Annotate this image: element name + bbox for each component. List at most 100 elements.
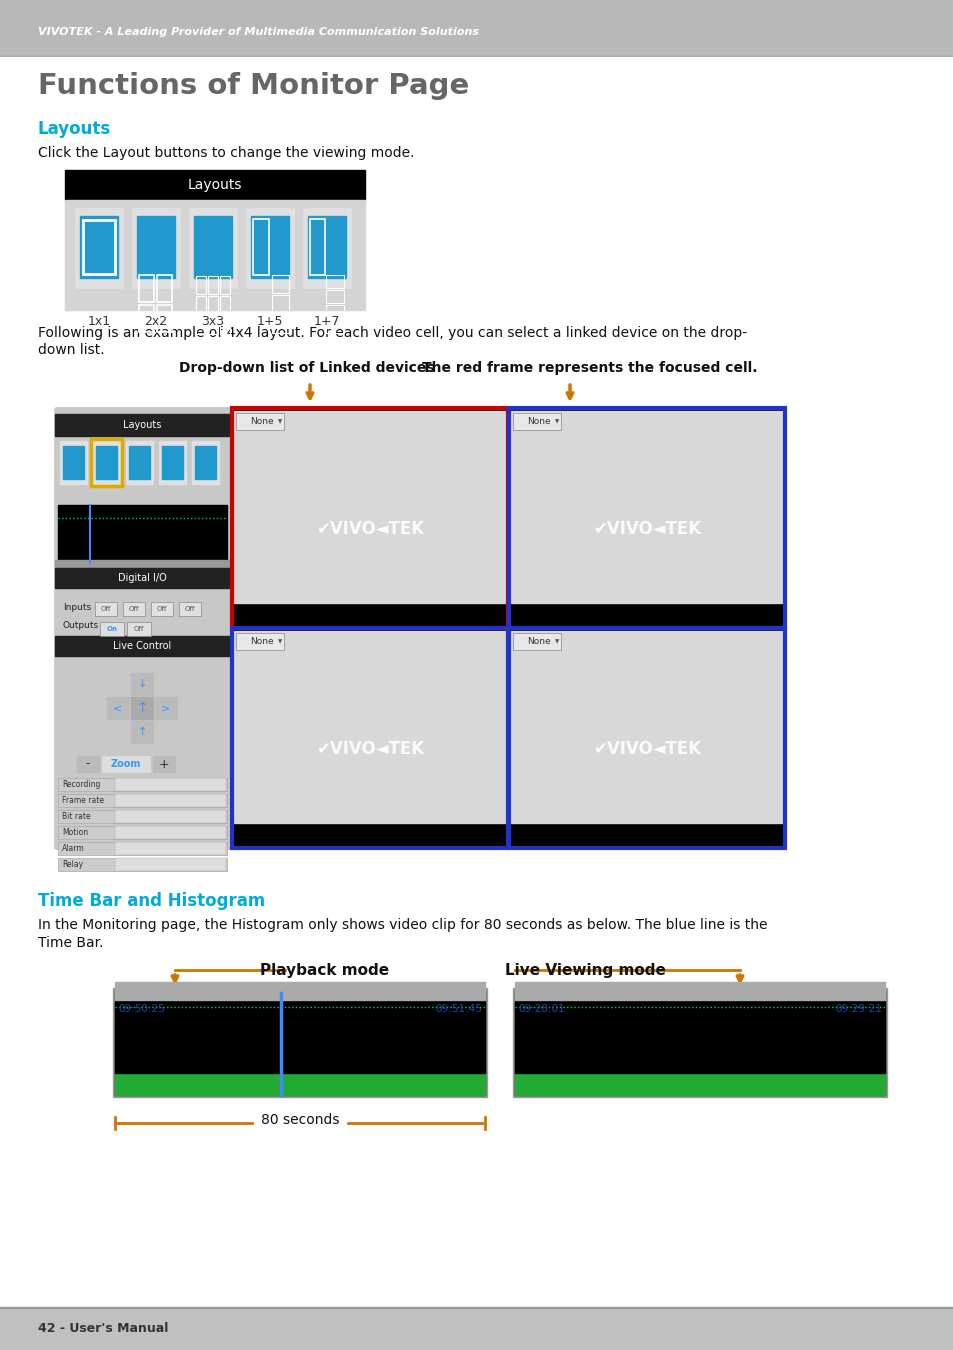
Bar [115,778,226,791]
Text: Layouts: Layouts [188,178,242,192]
Bar [115,810,226,824]
Bar [232,408,507,628]
Bar [193,216,232,278]
Bar [235,633,284,649]
Bar [154,697,177,720]
Bar [55,408,230,848]
Bar [126,441,152,485]
Bar [92,441,120,485]
Bar [83,220,115,274]
Text: -: - [86,757,91,771]
Bar [132,208,180,288]
Text: +: + [158,757,169,771]
Text: Digital I/O: Digital I/O [118,572,167,583]
Text: Inputs: Inputs [63,603,91,613]
Text: 1x1: 1x1 [88,315,111,328]
Text: >: > [161,703,171,713]
Bar [115,981,484,1000]
Text: Frame rate: Frame rate [62,796,104,805]
Text: Drop-down list of Linked devices: Drop-down list of Linked devices [179,360,435,375]
Text: 09:50:25: 09:50:25 [118,1004,165,1014]
Text: Time Bar.: Time Bar. [38,936,103,950]
Text: Relay: Relay [62,860,83,869]
Bar [272,296,289,313]
Bar [509,628,784,848]
Text: Following is an example of 4x4 layout. For each video cell, you can select a lin: Following is an example of 4x4 layout. F… [38,325,746,340]
Text: None: None [250,637,274,647]
Text: Live Control: Live Control [113,641,172,651]
Bar [58,794,227,807]
Bar [80,216,118,278]
Bar [0,1308,953,1350]
Text: Live Viewing mode: Live Viewing mode [504,963,665,977]
Bar [326,275,344,288]
Text: 09:28:01: 09:28:01 [517,1004,564,1014]
Bar [162,446,183,479]
Text: 42 - User's Manual: 42 - User's Manual [38,1322,168,1335]
Bar [63,446,84,479]
Bar [60,441,87,485]
Bar [251,216,289,278]
Text: Layouts: Layouts [123,420,161,431]
Bar [272,315,289,333]
Text: Alarm: Alarm [62,844,85,853]
Bar [115,990,484,1095]
Bar [115,842,226,855]
Bar [100,622,124,636]
Text: VIVOTEK - A Leading Provider of Multimedia Communication Solutions: VIVOTEK - A Leading Provider of Multimed… [38,27,478,36]
Text: 80 seconds: 80 seconds [260,1112,339,1127]
Text: Outputs: Outputs [63,621,99,630]
Bar [220,316,230,333]
Text: Bit rate: Bit rate [62,811,91,821]
Bar [58,842,227,855]
Bar [195,296,206,315]
Bar [513,413,560,431]
Bar [246,208,294,288]
Text: ✔VIVO◄TEK: ✔VIVO◄TEK [593,740,700,757]
Bar [232,408,507,628]
Bar [272,275,289,293]
Bar [115,1073,484,1095]
Bar [208,316,218,333]
Bar [159,441,186,485]
Text: Functions of Monitor Page: Functions of Monitor Page [38,72,469,100]
Text: Off: Off [156,606,167,612]
Bar [179,602,201,616]
Text: ▼: ▼ [555,418,558,424]
Bar [127,622,151,636]
Text: ✔VIVO◄TEK: ✔VIVO◄TEK [315,740,424,757]
Bar [303,208,351,288]
Text: Layouts: Layouts [38,120,112,138]
Bar [326,290,344,302]
Bar [91,439,122,486]
Bar [55,560,230,568]
Bar [115,859,226,871]
Bar [0,57,953,59]
Bar [95,602,117,616]
Text: ↑: ↑ [137,728,147,737]
Bar [151,602,172,616]
Text: In the Monitoring page, the Histogram only shows video clip for 80 seconds as be: In the Monitoring page, the Histogram on… [38,918,767,932]
Bar [0,0,953,55]
Text: ▼: ▼ [555,639,558,644]
Text: 2x2: 2x2 [144,315,168,328]
Bar [308,216,346,278]
Bar [233,410,505,603]
Text: The red frame represents the focused cell.: The red frame represents the focused cel… [422,360,757,375]
Bar [232,628,507,848]
Text: down list.: down list. [38,343,105,356]
Bar [58,810,227,824]
Text: None: None [250,417,274,427]
Text: 1+5: 1+5 [256,315,283,328]
Text: Off: Off [133,626,144,632]
Bar [139,275,153,302]
Bar [326,320,344,333]
Bar [55,408,784,848]
Bar [233,630,505,824]
Bar [511,410,782,603]
Text: Off: Off [101,606,112,612]
Bar [157,275,172,302]
Bar [208,296,218,315]
Bar [513,988,886,1098]
Bar [131,721,152,743]
